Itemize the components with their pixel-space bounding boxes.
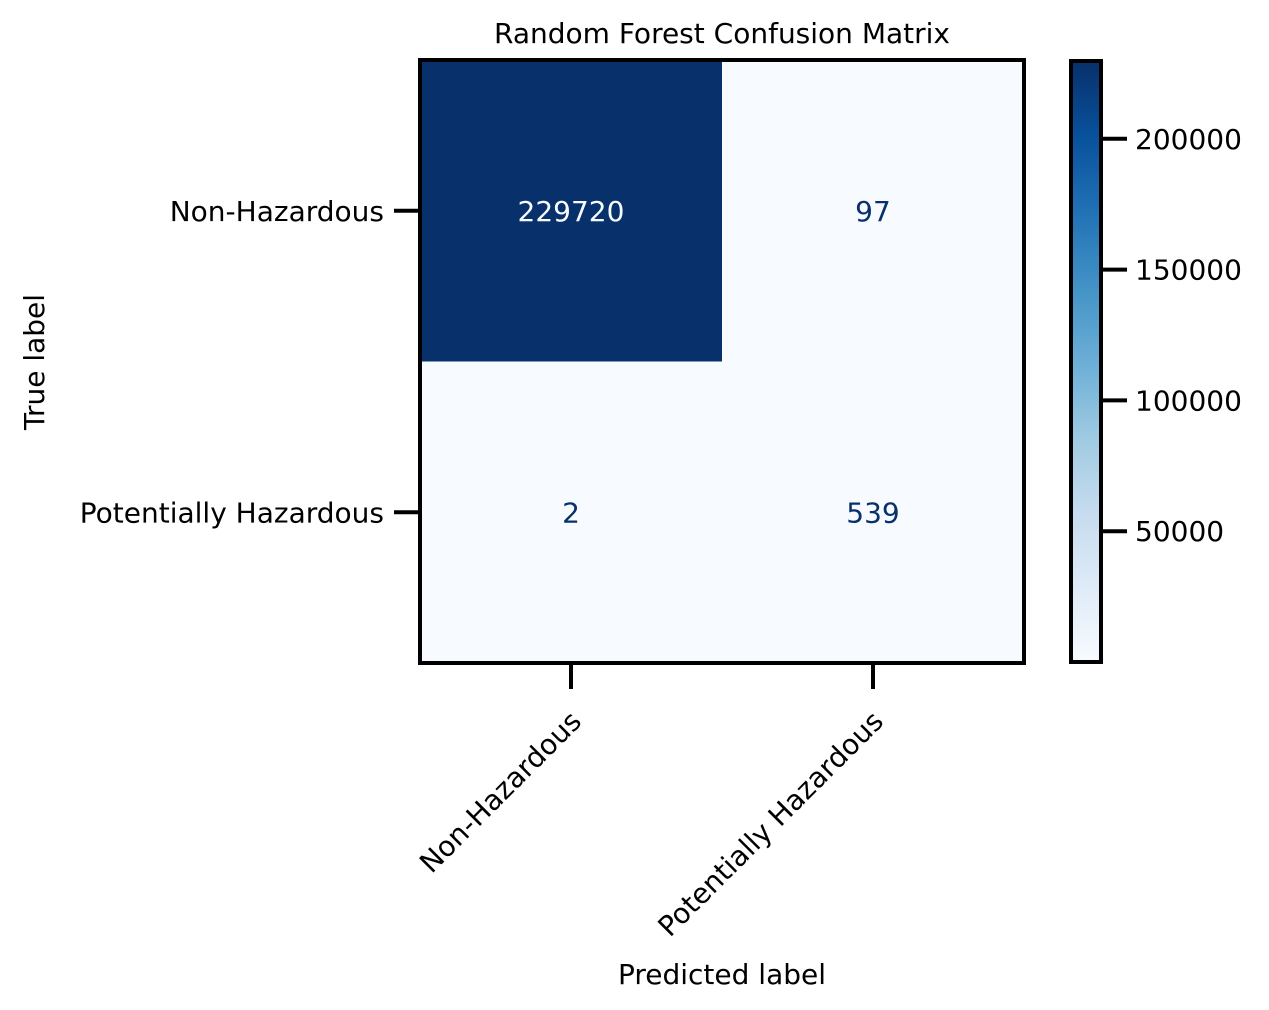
- matrix-cell-value: 97: [855, 195, 891, 228]
- colorbar-tick-label: 50000: [1135, 515, 1224, 548]
- x-axis-ticks: Non-Hazardous Potentially Hazardous: [413, 663, 890, 943]
- plot-frame: [418, 58, 1026, 665]
- y-tick-label: Non-Hazardous: [170, 195, 384, 228]
- x-tick-label: Potentially Hazardous: [651, 705, 889, 943]
- matrix-cell: [722, 361, 1024, 663]
- matrix-cell-value: 539: [846, 496, 899, 529]
- matrix-cells: [420, 60, 1024, 663]
- colorbar: [1071, 61, 1101, 662]
- matrix-cell: [722, 60, 1024, 362]
- colorbar-tick-label: 100000: [1135, 384, 1242, 417]
- y-axis-ticks: Non-Hazardous Potentially Hazardous: [80, 195, 420, 529]
- matrix-cell-value: 2: [562, 496, 580, 529]
- colorbar-frame: [1069, 59, 1103, 664]
- matrix-cell: [420, 60, 722, 362]
- x-axis-label: Predicted label: [618, 958, 826, 991]
- matrix-cell-value: 229720: [518, 195, 625, 228]
- colorbar-tick-label: 200000: [1135, 123, 1242, 156]
- colorbar-tick-label: 150000: [1135, 254, 1242, 287]
- colorbar-ticks: 50000 100000 150000 200000: [1101, 123, 1242, 548]
- chart-title: Random Forest Confusion Matrix: [494, 17, 950, 50]
- y-axis-label: True label: [18, 294, 51, 431]
- y-tick-label: Potentially Hazardous: [80, 496, 384, 529]
- x-tick-label: Non-Hazardous: [413, 705, 588, 880]
- matrix-cell-labels: 229720 97 2 539: [518, 195, 900, 530]
- matrix-cell: [420, 361, 722, 663]
